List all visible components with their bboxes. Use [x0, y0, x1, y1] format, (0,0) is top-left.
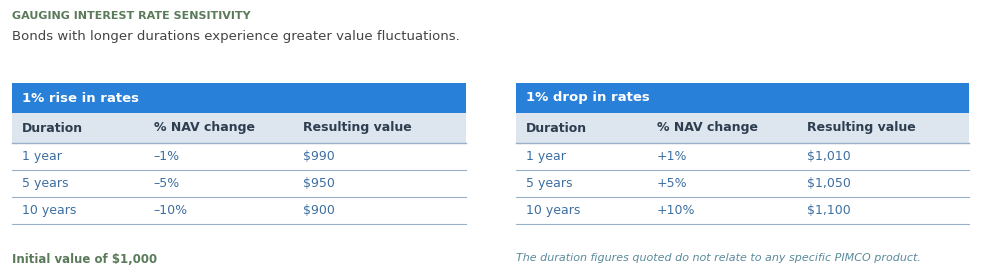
Text: Resulting value: Resulting value — [303, 122, 412, 134]
Text: +5%: +5% — [657, 177, 688, 190]
Text: 1 year: 1 year — [526, 150, 565, 163]
Text: $1,010: $1,010 — [806, 150, 851, 163]
Text: GAUGING INTEREST RATE SENSITIVITY: GAUGING INTEREST RATE SENSITIVITY — [12, 11, 250, 21]
FancyBboxPatch shape — [515, 197, 969, 224]
Text: 5 years: 5 years — [22, 177, 69, 190]
Text: $900: $900 — [303, 204, 336, 217]
FancyBboxPatch shape — [12, 83, 466, 113]
Text: Bonds with longer durations experience greater value fluctuations.: Bonds with longer durations experience g… — [12, 30, 460, 43]
FancyBboxPatch shape — [12, 113, 466, 143]
Text: The duration figures quoted do not relate to any specific PIMCO product.: The duration figures quoted do not relat… — [515, 253, 920, 263]
Text: $1,050: $1,050 — [806, 177, 851, 190]
FancyBboxPatch shape — [12, 197, 466, 224]
Text: 1 year: 1 year — [22, 150, 62, 163]
FancyBboxPatch shape — [515, 170, 969, 197]
Text: % NAV change: % NAV change — [657, 122, 758, 134]
Text: Duration: Duration — [22, 122, 83, 134]
Text: $950: $950 — [303, 177, 336, 190]
FancyBboxPatch shape — [515, 143, 969, 170]
Text: 10 years: 10 years — [22, 204, 77, 217]
Text: % NAV change: % NAV change — [153, 122, 254, 134]
Text: 5 years: 5 years — [526, 177, 572, 190]
Text: 1% rise in rates: 1% rise in rates — [22, 92, 139, 104]
Text: –5%: –5% — [153, 177, 180, 190]
Text: +1%: +1% — [657, 150, 688, 163]
FancyBboxPatch shape — [12, 143, 466, 170]
Text: Duration: Duration — [526, 122, 587, 134]
Text: 10 years: 10 years — [526, 204, 580, 217]
Text: 1% drop in rates: 1% drop in rates — [526, 92, 649, 104]
Text: $1,100: $1,100 — [806, 204, 851, 217]
Text: Initial value of $1,000: Initial value of $1,000 — [12, 253, 157, 266]
FancyBboxPatch shape — [515, 83, 969, 113]
Text: Resulting value: Resulting value — [806, 122, 915, 134]
Text: +10%: +10% — [657, 204, 696, 217]
Text: –10%: –10% — [153, 204, 187, 217]
Text: $990: $990 — [303, 150, 335, 163]
FancyBboxPatch shape — [12, 170, 466, 197]
Text: –1%: –1% — [153, 150, 180, 163]
FancyBboxPatch shape — [515, 113, 969, 143]
